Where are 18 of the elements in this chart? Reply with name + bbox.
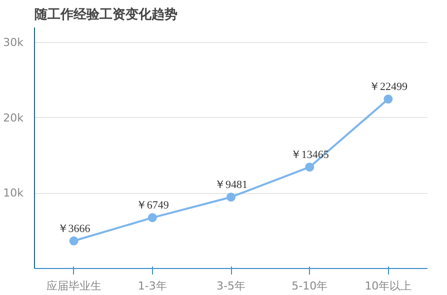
point [69, 236, 78, 246]
y-tick-label: 30k [3, 36, 24, 50]
data-label: ￥22499 [368, 81, 408, 94]
y-tick-label: 10k [3, 186, 24, 200]
x-tick-label: 3-5年 [216, 280, 246, 292]
chart-title: 随工作经验工资变化趋势 [34, 6, 178, 22]
data-label: ￥9481 [214, 179, 248, 192]
point [305, 162, 314, 172]
x-tick-label: 应届毕业生 [46, 280, 102, 292]
data-label: ￥6749 [136, 200, 170, 212]
point [384, 94, 393, 104]
x-tick-label: 10年以上 [364, 280, 412, 292]
data-label: ￥3666 [57, 222, 91, 235]
point [226, 192, 236, 202]
x-tick-label: 1-3年 [138, 280, 167, 292]
x-tick-label: 5-10年 [292, 280, 328, 292]
point [148, 213, 157, 222]
y-tick-label: 20k [3, 111, 24, 124]
